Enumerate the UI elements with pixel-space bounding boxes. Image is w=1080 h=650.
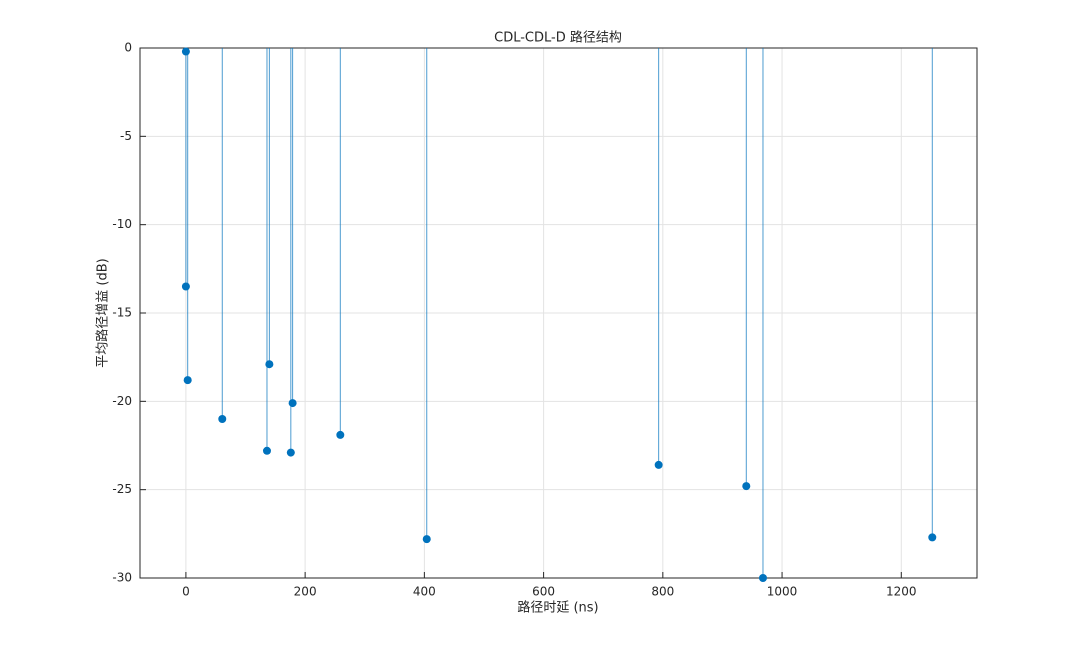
chart-title: CDL-CDL-D 路径结构 bbox=[494, 30, 622, 46]
x-tick-label: 600 bbox=[532, 585, 555, 599]
x-tick-label: 0 bbox=[182, 585, 190, 599]
stem-marker bbox=[181, 282, 190, 291]
x-tick-label: 200 bbox=[294, 585, 317, 599]
stem-marker bbox=[742, 482, 751, 491]
y-tick-label: -25 bbox=[112, 482, 132, 496]
stem-marker bbox=[183, 376, 192, 385]
y-tick-label: -20 bbox=[112, 394, 132, 408]
y-tick-label: 0 bbox=[124, 41, 132, 55]
stem-marker bbox=[181, 47, 190, 56]
x-tick-label: 1000 bbox=[767, 585, 798, 599]
x-axis-label: 路径时延 (ns) bbox=[517, 600, 598, 616]
stem-marker bbox=[288, 399, 297, 408]
stem-marker bbox=[262, 446, 271, 455]
stem-marker bbox=[265, 360, 274, 369]
y-tick-label: -5 bbox=[120, 129, 132, 143]
y-tick-label: -10 bbox=[112, 217, 132, 231]
y-axis-label: 平均路径增益 (dB) bbox=[95, 258, 111, 367]
stem-marker bbox=[928, 533, 937, 542]
stem-marker bbox=[218, 415, 227, 423]
stem-marker bbox=[286, 448, 295, 457]
y-tick-label: -15 bbox=[112, 306, 132, 320]
stem-marker bbox=[336, 430, 345, 439]
plot-frame bbox=[139, 47, 978, 579]
stem-marker bbox=[758, 574, 767, 582]
stem-marker bbox=[422, 535, 431, 544]
x-tick-label: 400 bbox=[413, 585, 436, 599]
y-tick-label: -30 bbox=[112, 571, 132, 585]
stem-marker bbox=[654, 460, 663, 469]
x-tick-label: 1200 bbox=[886, 585, 917, 599]
x-tick-label: 800 bbox=[651, 585, 674, 599]
